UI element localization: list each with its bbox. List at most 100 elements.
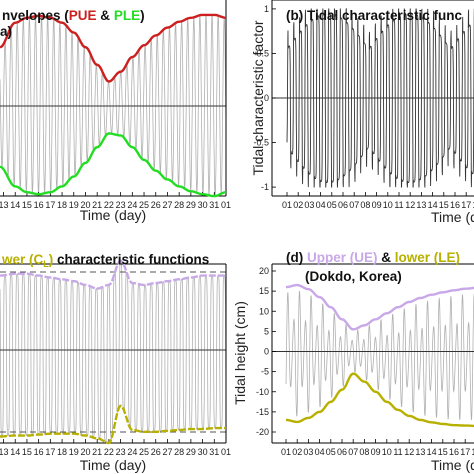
y-axis-label-d: Tidal height (cm) <box>232 301 248 405</box>
x-tick-label-c: 28 <box>174 447 184 457</box>
x-tick-label-a: 21 <box>92 200 102 210</box>
tide-trace-a <box>0 15 227 196</box>
x-tick-label-c: 19 <box>69 447 79 457</box>
x-tick-label-b: 12 <box>405 200 415 210</box>
x-tick-label-b: 04 <box>316 200 326 210</box>
x-tick-label-b: 09 <box>372 200 382 210</box>
title-prefix-d: (d) <box>286 250 307 265</box>
x-tick-label-b: 08 <box>360 200 370 210</box>
x-tick-label-b: 11 <box>394 200 403 210</box>
x-tick-label-a: 20 <box>80 200 90 210</box>
x-tick-label-d: 16 <box>449 447 459 457</box>
x-tick-label-a: 16 <box>34 200 44 210</box>
x-tick-label-c: 18 <box>57 447 67 457</box>
x-tick-label-c: 26 <box>151 447 161 457</box>
x-tick-label-b: 05 <box>327 200 337 210</box>
text-layer: 13 14 15 16 17 18 19 20 21 22 23 24 25 26 27 28 29 30 31 01… <box>0 4 474 473</box>
series-layer <box>0 7 474 445</box>
panel-location-d: (Dokdo, Korea) <box>305 269 402 284</box>
x-axis-label-c: Time (day) <box>80 457 146 473</box>
x-tick-label-a: 26 <box>151 200 161 210</box>
axes-layer <box>0 0 474 444</box>
y-tick-label-d: -10 <box>256 387 269 397</box>
y-tick-label-d: 15 <box>259 286 269 296</box>
x-tick-label-a: 19 <box>69 200 79 210</box>
x-tick-label-d: 01 <box>281 447 291 457</box>
series-le <box>285 372 474 428</box>
title-part-a: nvelopes ( <box>2 8 69 23</box>
x-tick-label-a: 18 <box>57 200 67 210</box>
x-tick-label-a: 25 <box>139 200 149 210</box>
y-tick-label-b: 0 <box>264 93 269 103</box>
panel-title-c: wer (CL) characteristic functions <box>1 252 209 269</box>
panel-sublabel-a: a) <box>0 24 12 39</box>
x-tick-label-c: 23 <box>116 447 126 457</box>
x-tick-label-a: 15 <box>22 200 32 210</box>
x-tick-label-d: 04 <box>315 447 325 457</box>
x-tick-label-c: 30 <box>198 447 208 457</box>
x-tick-label-d: 05 <box>326 447 336 457</box>
x-tick-label-b: 14 <box>428 200 438 210</box>
x-tick-label-c: 13 <box>0 447 9 457</box>
y-tick-label-d: 20 <box>259 266 269 276</box>
y-tick-label-b: -1 <box>261 182 269 192</box>
x-tick-label-b: 06 <box>338 200 348 210</box>
x-tick-label-a: 23 <box>116 200 126 210</box>
x-tick-label-b: 07 <box>349 200 359 210</box>
x-tick-label-b: 16 <box>450 200 460 210</box>
series-ue <box>286 283 474 331</box>
x-tick-label-b: 01 <box>282 200 292 210</box>
x-tick-label-a: 17 <box>45 200 55 210</box>
title-part-d: & <box>378 250 395 265</box>
tide-trace-d <box>285 290 474 421</box>
x-tick-label-c: 20 <box>80 447 90 457</box>
x-tick-label-d: 15 <box>438 447 448 457</box>
x-tick-label-a: 29 <box>186 200 196 210</box>
title-part-d: lower (LE) <box>395 250 460 265</box>
x-tick-label-c: 31 <box>209 447 219 457</box>
y-tick-label-d: 10 <box>259 306 269 316</box>
y-tick-label-b: 0.5 <box>256 48 269 58</box>
x-tick-label-b: 10 <box>383 200 393 210</box>
x-tick-label-a: 30 <box>198 200 208 210</box>
series-lower-c <box>0 404 226 445</box>
x-tick-label-d: 02 <box>292 447 302 457</box>
x-tick-label-b: 13 <box>416 200 426 210</box>
x-tick-label-c: 15 <box>22 447 32 457</box>
x-tick-label-d: 09 <box>371 447 381 457</box>
title-part-c: characteristic functions <box>53 252 209 267</box>
x-tick-label-d: 11 <box>393 447 402 457</box>
tide-trace-c <box>0 260 227 443</box>
x-tick-label-c: 22 <box>104 447 114 457</box>
y-tick-label-d: -5 <box>261 367 269 377</box>
title-subscript-c: L <box>43 259 49 269</box>
x-tick-label-d: 06 <box>337 447 347 457</box>
x-tick-label-d: 17 <box>460 447 470 457</box>
panel-title-d: (d) Upper (UE) & lower (LE) <box>286 250 460 265</box>
x-tick-label-c: 24 <box>127 447 137 457</box>
x-tick-label-b: 17 <box>461 200 471 210</box>
x-tick-label-c: 16 <box>34 447 44 457</box>
x-tick-label-b: 02 <box>293 200 303 210</box>
title-part-a: PUE <box>69 8 97 23</box>
title-part-c: wer (C <box>1 252 44 267</box>
x-tick-label-d: 10 <box>382 447 392 457</box>
y-tick-label-d: -20 <box>256 427 269 437</box>
x-tick-label-c: 29 <box>186 447 196 457</box>
series-pue <box>0 13 227 83</box>
x-axis-label-b: Time (d <box>431 209 474 225</box>
x-tick-label-d: 14 <box>427 447 437 457</box>
x-tick-label-c: 17 <box>45 447 55 457</box>
x-tick-label-a: 01 <box>221 200 231 210</box>
title-part-a: ) <box>140 8 145 23</box>
x-tick-label-a: 28 <box>174 200 184 210</box>
panel-title-a: nvelopes (PUE & PLE) <box>2 8 145 23</box>
x-tick-label-c: 25 <box>139 447 149 457</box>
title-part-a: PLE <box>114 8 140 23</box>
title-part-d: Upper (UE) <box>307 250 378 265</box>
series-factor <box>286 7 474 188</box>
x-tick-label-b: 03 <box>304 200 314 210</box>
y-tick-label-d: 5 <box>264 326 269 336</box>
x-tick-label-b: 18 <box>472 200 474 210</box>
